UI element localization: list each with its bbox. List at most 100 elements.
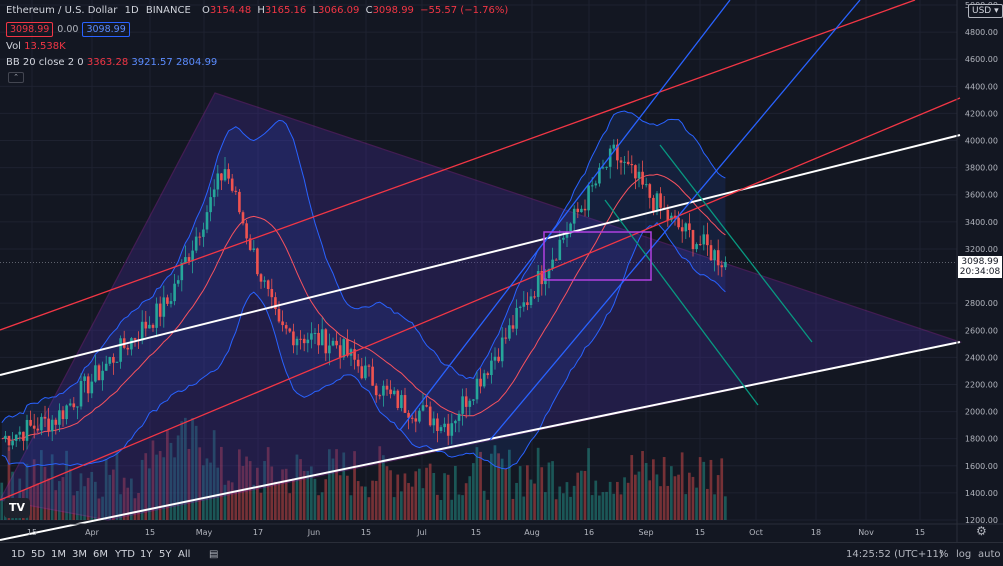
volume-bar bbox=[173, 457, 176, 520]
chevron-down-icon: ▾ bbox=[991, 6, 999, 16]
consolidation-box bbox=[543, 231, 652, 281]
bb-legend[interactable]: BB 20 close 2 0 3363.28 3921.57 2804.99 bbox=[6, 57, 217, 68]
candle-body bbox=[716, 250, 720, 266]
candle-body bbox=[310, 333, 313, 340]
clock[interactable]: 14:25:52 (UTC+11) bbox=[846, 549, 943, 560]
timeframe-5d[interactable]: 5D bbox=[31, 549, 46, 560]
close-label: C bbox=[365, 5, 373, 16]
timeframe-1m[interactable]: 1M bbox=[51, 549, 66, 560]
candle-body bbox=[587, 185, 590, 211]
candle-body bbox=[360, 366, 364, 379]
close-value: 3098.99 bbox=[372, 5, 414, 16]
volume-bar bbox=[119, 494, 122, 520]
axes: 5000.004800.004600.004400.004200.004000.… bbox=[0, 0, 1003, 542]
volume-bar bbox=[709, 459, 713, 520]
volume-bar bbox=[637, 471, 641, 520]
volume-bars bbox=[0, 417, 727, 520]
timeframe-1y[interactable]: 1Y bbox=[140, 549, 153, 560]
candle-body bbox=[497, 356, 500, 362]
auto-toggle[interactable]: auto bbox=[978, 549, 1001, 560]
volume-bar bbox=[508, 449, 511, 520]
candle-body bbox=[436, 418, 439, 431]
sell-button[interactable]: 3098.99 bbox=[6, 22, 54, 37]
candle-body bbox=[382, 385, 385, 396]
candle-body bbox=[288, 328, 292, 332]
volume-bar bbox=[522, 496, 526, 520]
candle-body bbox=[295, 338, 299, 346]
volume-bar bbox=[515, 482, 518, 520]
volume-bar bbox=[306, 471, 310, 520]
date-range-icon[interactable]: ▤ bbox=[209, 549, 219, 560]
candle-body bbox=[90, 381, 94, 394]
candle-body bbox=[454, 420, 457, 424]
high-value: 3165.16 bbox=[264, 5, 307, 16]
candle-body bbox=[47, 418, 50, 432]
collapse-legend-icon[interactable]: ⌃ bbox=[8, 72, 24, 83]
time-tick-label: Oct bbox=[749, 528, 763, 537]
volume-bar bbox=[284, 468, 288, 520]
volume-bar bbox=[367, 497, 371, 520]
candle-body bbox=[256, 248, 259, 275]
volume-bar bbox=[310, 466, 313, 520]
candle-body bbox=[479, 378, 482, 387]
candle-body bbox=[677, 217, 680, 228]
volume-bar bbox=[666, 485, 670, 520]
volume-label: Vol bbox=[6, 41, 21, 52]
gear-icon[interactable]: ⚙ bbox=[976, 524, 987, 538]
volume-bar bbox=[529, 479, 533, 520]
timeframe-ytd[interactable]: YTD bbox=[115, 549, 135, 560]
candle-body bbox=[292, 331, 295, 346]
candle-body bbox=[446, 423, 450, 436]
currency-selector[interactable]: USD ▾ bbox=[968, 4, 1003, 18]
candle-body bbox=[18, 431, 22, 435]
volume-legend[interactable]: Vol 13.538K bbox=[6, 41, 66, 52]
volume-bar bbox=[371, 480, 374, 520]
volume-bar bbox=[659, 486, 662, 520]
candle-body bbox=[396, 390, 400, 409]
tradingview-logo[interactable]: TV bbox=[4, 498, 30, 518]
candle-body bbox=[299, 338, 302, 340]
time-tick-label: 18 bbox=[811, 528, 821, 537]
symbol-legend[interactable]: Ethereum / U.S. Dollar 1D BINANCE O3154.… bbox=[6, 5, 508, 16]
volume-bar bbox=[346, 475, 349, 520]
time-tick-label: 15 bbox=[695, 528, 705, 537]
volume-bar bbox=[374, 480, 378, 520]
volume-bar bbox=[511, 498, 515, 520]
timeframe-5y[interactable]: 5Y bbox=[159, 549, 172, 560]
volume-bar bbox=[504, 468, 508, 520]
price-chart[interactable]: 5000.004800.004600.004400.004200.004000.… bbox=[0, 0, 1003, 542]
buy-button[interactable]: 3098.99 bbox=[82, 22, 130, 37]
volume-bar bbox=[608, 481, 612, 520]
volume-bar bbox=[634, 474, 637, 520]
percent-toggle[interactable]: % bbox=[939, 549, 949, 560]
timeframe-all[interactable]: All bbox=[178, 549, 191, 560]
volume-bar bbox=[457, 494, 461, 520]
timeframe-1d[interactable]: 1D bbox=[11, 549, 26, 560]
volume-bar bbox=[594, 480, 598, 520]
exchange-label: BINANCE bbox=[145, 5, 191, 16]
price-tick-label: 1400.00 bbox=[965, 489, 998, 498]
candle-body bbox=[641, 171, 644, 185]
candle-body bbox=[335, 340, 338, 346]
volume-bar bbox=[691, 476, 695, 520]
candle-body bbox=[590, 185, 594, 187]
timeframe-6m[interactable]: 6M bbox=[93, 549, 108, 560]
candle-body bbox=[572, 208, 576, 224]
candle-body bbox=[407, 412, 410, 418]
candle-body bbox=[32, 425, 36, 429]
volume-bar bbox=[716, 475, 720, 520]
candle-body bbox=[695, 244, 698, 250]
volume-bar bbox=[698, 457, 702, 520]
volume-bar bbox=[662, 457, 666, 520]
candle-body bbox=[86, 376, 90, 394]
time-tick-label: Aug bbox=[524, 528, 540, 537]
candle-body bbox=[43, 416, 47, 419]
timeframe-3m[interactable]: 3M bbox=[72, 549, 87, 560]
volume-bar bbox=[605, 491, 608, 520]
volume-bar bbox=[230, 482, 234, 520]
volume-bar bbox=[479, 451, 482, 520]
candle-body bbox=[612, 144, 616, 149]
log-toggle[interactable]: log bbox=[956, 549, 972, 560]
candle-body bbox=[706, 234, 709, 246]
volume-bar bbox=[590, 495, 594, 520]
